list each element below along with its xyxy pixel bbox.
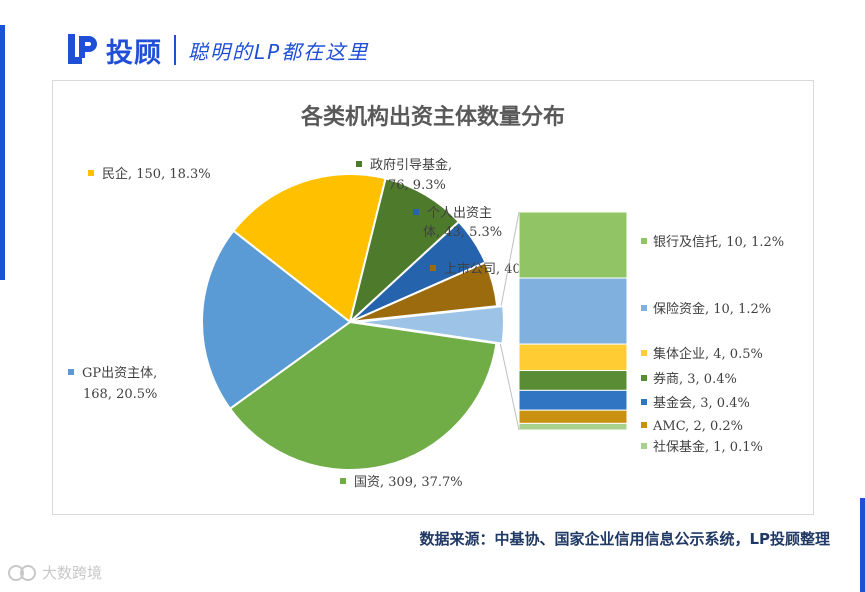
- pie-slice-0: [231, 173, 387, 324]
- slice-label-2-line-2: 体, 43, 5.3%: [423, 225, 502, 240]
- chart-title: 各类机构出资主体数量分布: [300, 104, 565, 130]
- pie-slice-6: [201, 229, 352, 411]
- breakdown-marker-3: [641, 375, 647, 381]
- left-accent-bar: [0, 25, 5, 280]
- watermark: 大数跨境: [8, 562, 102, 583]
- legend-marker-0: [88, 170, 94, 176]
- right-accent-bar: [860, 498, 865, 592]
- watermark-text: 大数跨境: [42, 564, 103, 582]
- data-source: 数据来源：中基协、国家企业信用信息公示系统，LP投顾整理: [419, 530, 830, 548]
- connector-line-bottom: [499, 343, 520, 431]
- breakdown-segment-5: [518, 409, 628, 424]
- slice-label-0: 民企, 150, 18.3%: [102, 166, 211, 182]
- breakdown-segment-3: [518, 370, 628, 391]
- breakdown-label-4: 基金会, 3, 0.4%: [653, 395, 750, 411]
- breakdown-label-3: 券商, 3, 0.4%: [653, 371, 737, 387]
- slice-label-6-line-1: GP出资主体,: [82, 366, 157, 381]
- breakdown-label-2: 集体企业, 4, 0.5%: [653, 346, 763, 362]
- pie-slice-1: [348, 177, 461, 325]
- breakdown-segment-2: [518, 343, 628, 372]
- breakdown-marker-2: [641, 350, 647, 356]
- pie-slice-5: [228, 320, 498, 471]
- slogan: 聪明的LP都在这里: [188, 39, 370, 64]
- breakdown-segment-6: [518, 422, 628, 431]
- chart-container: 各类机构出资主体数量分布 民企, 150, 18.3% 政府引导基金, 76, 9.…: [52, 80, 814, 515]
- legend-marker-3: [430, 265, 436, 271]
- slice-label-6-line-2: 168, 20.5%: [83, 387, 157, 402]
- breakdown-segment-4: [518, 389, 628, 411]
- slice-label-1-line-2: 76, 9.3%: [388, 178, 446, 193]
- watermark-logo-icon: [8, 564, 36, 581]
- legend-marker-2: [413, 209, 419, 215]
- breakdown-marker-5: [641, 422, 647, 428]
- slice-label-5: 国资, 309, 37.7%: [354, 475, 463, 490]
- legend-marker-1: [356, 161, 362, 167]
- breakdown-label-1: 保险资金, 10, 1.2%: [653, 301, 771, 317]
- breakdown-marker-1: [641, 305, 647, 311]
- brand-name: 投顾: [106, 37, 162, 69]
- pie-slice-4: [355, 305, 505, 345]
- breakdown-marker-4: [641, 399, 647, 405]
- breakdown-segment-1: [518, 277, 628, 345]
- breakdown-label-0: 银行及信托, 10, 1.2%: [653, 235, 784, 250]
- breakdown-label-6: 社保基金, 1, 0.1%: [653, 439, 763, 455]
- connector-line-top: [500, 211, 520, 306]
- legend-marker-5: [340, 478, 346, 484]
- header-divider: [174, 35, 176, 65]
- breakdown-label-5: AMC, 2, 0.2%: [652, 419, 743, 434]
- breakdown-marker-0: [641, 238, 647, 244]
- slice-label-1-line-1: 政府引导基金,: [370, 157, 452, 173]
- legend-marker-6: [68, 369, 74, 375]
- slice-label-2-line-1: 个人出资主: [427, 206, 492, 221]
- header: 投顾 聪明的LP都在这里: [66, 30, 369, 70]
- breakdown-segment-0: [518, 211, 628, 279]
- breakdown-marker-6: [641, 443, 647, 449]
- lp-logo-icon: [68, 34, 97, 64]
